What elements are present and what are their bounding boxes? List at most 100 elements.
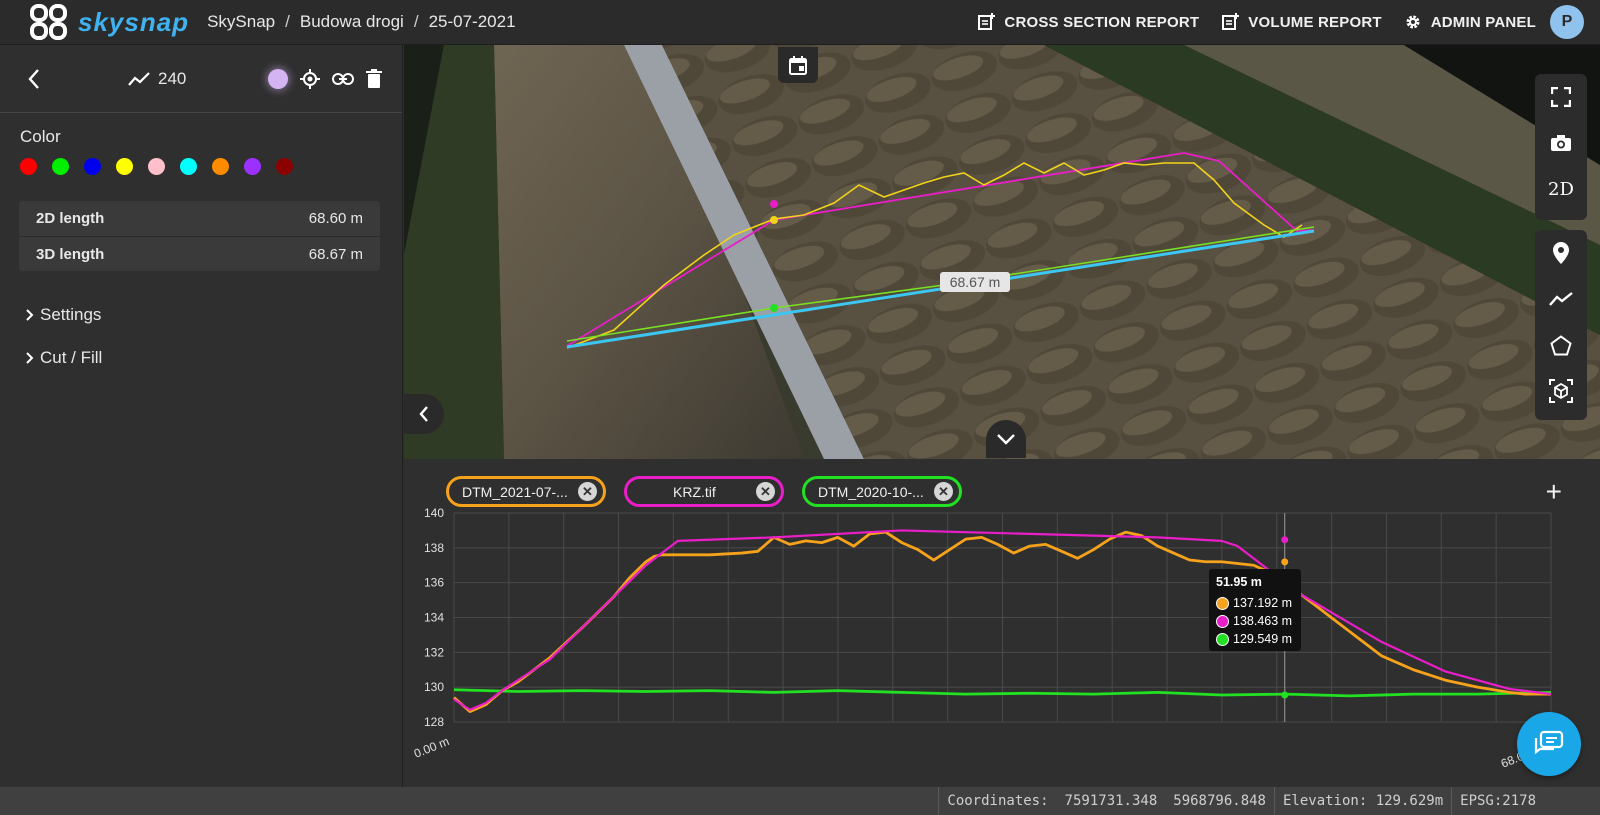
map-3d-viewport[interactable]: 68.67 m [404,45,1600,459]
volume-report-label: VOLUME REPORT [1248,13,1382,31]
crosshair-marker [1281,558,1289,566]
series-line-dtm-2021 [453,530,1551,713]
locate-icon[interactable] [300,68,320,89]
calendar-icon [789,55,807,75]
color-swatch-3[interactable] [116,158,133,175]
polygon-tool-button[interactable] [1535,322,1587,368]
2d-mode-button[interactable]: 2D [1548,178,1574,200]
elevation-profile-panel: DTM_2021-07-... ✕ KRZ.tif ✕ DTM_2020-10-… [404,460,1600,787]
layer-chip-dtm-2020[interactable]: DTM_2020-10-... ✕ [802,476,962,507]
fullscreen-icon [1551,87,1571,107]
tooltip-color-dot [1216,632,1229,646]
tooltip-color-dot [1216,614,1229,628]
length-row-3d: 3D length 68.67 m [19,236,380,271]
color-swatch-6[interactable] [212,158,229,175]
y-tick-label: 132 [424,645,444,659]
series-line-krz [453,529,1552,711]
remove-layer-icon[interactable]: ✕ [578,482,597,501]
epsg-readout: EPSG:2178 [1451,787,1544,815]
cross-section-report-button[interactable]: CROSS SECTION REPORT [977,13,1199,31]
layer-chip-label: DTM_2020-10-... [818,483,924,500]
color-swatch-4[interactable] [148,158,165,175]
top-nav: CROSS SECTION REPORT VOLUME REPORT ADMIN… [955,5,1584,39]
color-swatches [20,158,402,175]
gear-icon [1406,15,1420,29]
chevron-right-icon [26,351,34,364]
point-tool-button[interactable] [1535,230,1587,276]
coordinates-label: Coordinates: [947,793,1049,809]
y-tick-label: 134 [424,611,444,625]
y-tick-label: 128 [424,715,444,729]
tooltip-row: 138.463 m [1216,612,1294,630]
length-value: 68.60 m [308,210,363,227]
color-swatch-0[interactable] [20,158,37,175]
series-line-dtm-2020 [453,688,1552,698]
admin-panel-button[interactable]: ADMIN PANEL [1404,13,1536,31]
length-properties: 2D length 68.60 m 3D length 68.67 m [19,201,380,271]
link-icon[interactable] [332,72,354,86]
logo-text: skysnap [78,6,190,37]
breadcrumb: SkySnap / Budowa drogi / 25-07-2021 [207,12,515,32]
back-button[interactable] [20,65,48,93]
chat-icon [1534,730,1564,755]
length-label: 3D length [36,245,105,263]
top-bar: skysnap SkySnap / Budowa drogi / 25-07-2… [0,0,1600,45]
measurement-sidebar: 240 Color 2D length 68.60 m 3D length 68… [0,45,403,787]
crosshair-marker [1281,536,1289,544]
tooltip-value: 129.549 m [1233,632,1293,646]
breadcrumb-item-date[interactable]: 25-07-2021 [428,12,516,31]
sidebar-header: 240 [0,45,402,113]
cut-fill-label: Cut / Fill [40,347,103,367]
volume-report-button[interactable]: VOLUME REPORT [1221,13,1382,31]
color-swatch-1[interactable] [52,158,69,175]
settings-section[interactable]: Settings [24,293,402,336]
tooltip-value: 138.463 m [1233,614,1293,628]
profile-point-dtm2021 [770,216,778,224]
breadcrumb-separator: / [413,12,419,31]
volume-tool-button[interactable] [1535,368,1587,414]
layer-chip-label: KRZ.tif [673,483,716,500]
breadcrumb-item-project[interactable]: Budowa drogi [299,12,404,31]
remove-layer-icon[interactable]: ✕ [934,482,953,501]
collapse-profile-button[interactable] [986,420,1026,458]
x-tick-label-start: 0.00 m [412,734,451,761]
skysnap-logo[interactable]: skysnap [30,4,189,40]
color-swatch-7[interactable] [244,158,261,175]
tooltip-row: 129.549 m [1216,630,1294,648]
crosshair-marker [1281,691,1289,699]
status-bar: Coordinates: 7591731.348 5968796.848 Ele… [0,787,1600,815]
remove-layer-icon[interactable]: ✕ [756,482,775,501]
color-label: Color [20,127,61,146]
chevron-down-icon [997,434,1015,445]
camera-icon [1551,135,1571,151]
length-row-2d: 2D length 68.60 m [19,201,380,236]
pentagon-icon [1550,334,1572,355]
tooltip-row: 137.192 m [1216,594,1294,612]
cut-fill-section[interactable]: Cut / Fill [24,336,402,379]
selected-color-dot[interactable] [268,68,288,89]
layer-chip-krz[interactable]: KRZ.tif ✕ [624,476,784,507]
add-layer-button[interactable]: + [1545,476,1562,507]
breadcrumb-item-org[interactable]: SkySnap [207,12,276,31]
measure-toolgroup [1535,230,1587,420]
polyline-tool-button[interactable] [1535,276,1587,322]
screenshot-button[interactable] [1535,120,1587,166]
layer-chip-dtm-2021[interactable]: DTM_2021-07-... ✕ [446,476,606,507]
settings-label: Settings [40,304,102,324]
calendar-button[interactable] [778,47,818,83]
user-avatar[interactable]: P [1550,5,1584,39]
color-swatch-5[interactable] [180,158,197,175]
trash-icon[interactable] [366,69,382,88]
color-swatch-2[interactable] [84,158,101,175]
report-add-icon [978,13,996,30]
terrain-scene[interactable]: 68.67 m [404,45,1600,459]
map-pin-icon [1553,242,1569,264]
chat-support-button[interactable] [1517,712,1581,776]
fullscreen-button[interactable] [1535,74,1587,120]
color-swatch-8[interactable] [276,158,293,175]
polyline-icon [1549,292,1573,306]
collapse-sidebar-button[interactable] [404,394,444,434]
measurement-title: 240 [128,69,186,89]
measurement-tools [256,68,382,89]
